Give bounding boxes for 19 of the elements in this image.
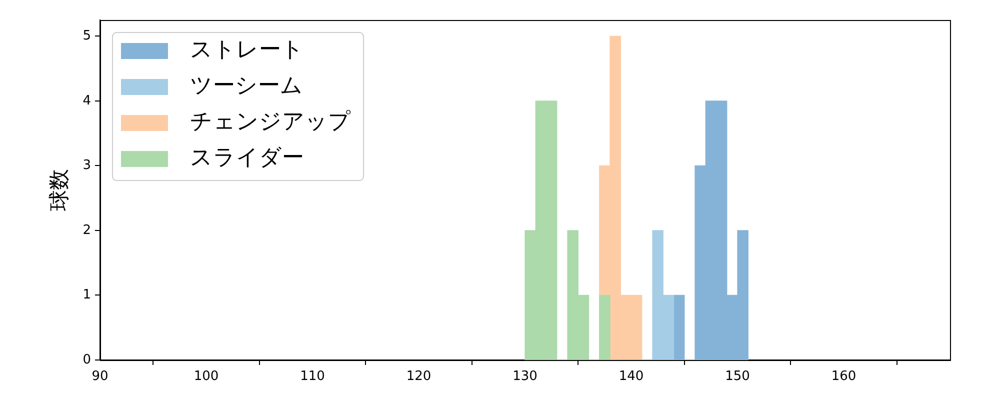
y-tick-label: 2 — [82, 222, 91, 238]
legend-label: チェンジアップ — [190, 110, 351, 135]
y-tick-label: 0 — [82, 352, 91, 368]
y-tick-label: 5 — [82, 28, 91, 44]
x-tick-label: 150 — [725, 369, 750, 384]
y-tick-label: 3 — [82, 158, 91, 174]
y-tick-label: 1 — [82, 288, 91, 303]
x-tick-label: 110 — [300, 369, 325, 384]
y-axis-title: 球数 — [47, 169, 72, 211]
x-tick-label: 100 — [194, 369, 219, 384]
x-tick-label: 160 — [831, 369, 856, 384]
x-tick-label: 90 — [92, 369, 108, 384]
legend-label: スライダー — [190, 146, 304, 171]
y-tick-label: 4 — [82, 93, 91, 108]
x-tick-label: 130 — [512, 369, 538, 384]
legend-label: ストレート — [190, 38, 304, 63]
x-tick-label: 140 — [618, 369, 644, 384]
x-tick-label: 120 — [406, 369, 432, 384]
legend-label: ツーシーム — [190, 74, 303, 99]
